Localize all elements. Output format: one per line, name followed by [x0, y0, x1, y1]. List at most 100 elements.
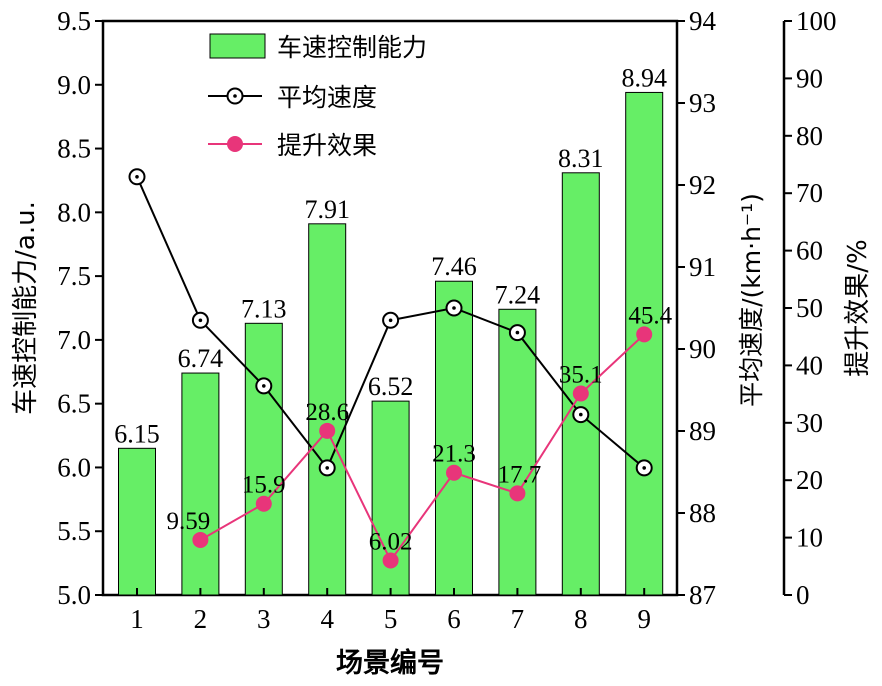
- y-right2-tick-label: 60: [796, 236, 823, 266]
- bar: [118, 447, 156, 596]
- speed-point-dot: [388, 318, 393, 323]
- y-right1-tick-label: 94: [689, 6, 717, 36]
- bar: [498, 308, 537, 596]
- bar-value-label: 7.46: [431, 252, 477, 281]
- effect-point: [446, 464, 462, 481]
- speed-point-dot: [325, 466, 330, 470]
- y-left-tick-label: 8.0: [57, 197, 91, 227]
- speed-point-dot: [642, 466, 646, 470]
- y-left-title: 车速控制能力/a.u.: [11, 201, 41, 415]
- speed-point-dot: [452, 306, 456, 310]
- x-axis-title: 场景编号: [336, 647, 444, 679]
- legend-label-effect: 提升效果: [277, 131, 377, 160]
- effect-value-label: 45.4: [628, 302, 672, 329]
- y-left-tick-label: 5.0: [57, 580, 91, 610]
- legend: 车速控制能力 平均速度 提升效果: [208, 33, 427, 160]
- speed-point-dot: [198, 318, 203, 323]
- bar-value-label: 6.52: [368, 372, 414, 401]
- bar-value-label: 6.74: [178, 344, 224, 373]
- bar: [244, 322, 283, 596]
- effect-value-label: 9.59: [167, 508, 211, 535]
- bar: [561, 172, 600, 596]
- y-left-tick-label: 5.5: [57, 516, 91, 546]
- effect-point: [572, 385, 589, 402]
- x-tick-label: 4: [320, 604, 334, 634]
- x-tick-label: 8: [574, 604, 588, 634]
- effect-point: [382, 552, 399, 569]
- bar: [435, 280, 473, 596]
- bar-value-label: 7.91: [304, 195, 350, 224]
- x-tick-label: 7: [511, 604, 525, 634]
- bar-value-label: 8.31: [558, 144, 604, 173]
- bar-value-label: 6.15: [114, 419, 160, 448]
- x-tick-label: 2: [194, 604, 208, 634]
- effect-value-label: 35.1: [559, 362, 603, 389]
- effect-point: [192, 531, 209, 548]
- bar-value-label: 7.13: [241, 294, 287, 323]
- speed-series: [128, 168, 653, 477]
- y-right2-tick-label: 10: [796, 523, 823, 553]
- y-right2-tick-label: 0: [796, 580, 810, 610]
- bar-value-label: 8.94: [621, 63, 667, 92]
- effect-point: [636, 326, 653, 343]
- legend-label-speed: 平均速度: [277, 83, 377, 112]
- y-left-tick-label: 6.5: [57, 389, 91, 419]
- y-right1-tick-label: 93: [689, 88, 716, 118]
- x-axis: 1 2 3 4 5 6 7 8 9: [130, 588, 651, 634]
- effect-value-label: 6.02: [369, 528, 413, 555]
- y-left-tick-label: 7.0: [57, 325, 91, 355]
- y-right1-tick-label: 92: [689, 170, 716, 200]
- y-axis-right-effect: 0 10 20 30 40 50 60 70 80 90 100: [784, 6, 837, 610]
- y-right2-tick-label: 100: [796, 6, 837, 36]
- y-left-tick-label: 8.5: [57, 134, 91, 164]
- bar: [181, 372, 220, 596]
- effect-point: [509, 485, 526, 502]
- effect-series: [192, 326, 653, 569]
- y-right1-tick-label: 87: [689, 580, 716, 610]
- y-left-tick-label: 6.0: [57, 452, 91, 482]
- x-tick-label: 6: [447, 604, 461, 634]
- y-right1-tick-label: 90: [689, 334, 716, 364]
- speed-point-dot: [135, 175, 139, 179]
- x-tick-label: 5: [384, 604, 398, 634]
- bar-labels: 6.15 6.74 7.13 7.91 6.52 7.46 7.24 8.31 8.94: [114, 63, 667, 448]
- y-right2-tick-label: 30: [796, 408, 823, 438]
- speed-point-dot: [515, 330, 520, 335]
- y-left-tick-label: 9.0: [57, 70, 91, 100]
- bar: [308, 223, 347, 596]
- y-left-tick-label: 9.5: [57, 6, 91, 36]
- x-tick-label: 9: [637, 604, 651, 634]
- y-right2-tick-label: 20: [796, 465, 823, 495]
- effect-line: [199, 333, 645, 563]
- effect-labels: 9.59 15.9 28.6 6.02 21.3 17.7 35.1 45.4: [167, 302, 673, 555]
- speed-point-dot: [262, 384, 266, 388]
- y-right2-tick-label: 40: [796, 350, 823, 380]
- y-right1-tick-label: 89: [689, 416, 716, 446]
- x-tick-label: 3: [257, 604, 271, 634]
- y-right1-title: 平均速度/(km·h⁻¹): [737, 193, 766, 407]
- legend-label-bar: 车速控制能力: [277, 33, 427, 62]
- x-tick-label: 1: [130, 604, 144, 634]
- effect-point: [255, 495, 272, 512]
- bar: [625, 91, 664, 596]
- effect-point: [319, 422, 336, 439]
- y-right2-tick-label: 90: [796, 63, 823, 93]
- y-right2-tick-label: 80: [796, 121, 823, 151]
- effect-value-label: 15.9: [242, 472, 286, 499]
- effect-value-label: 28.6: [305, 399, 349, 426]
- y-right1-tick-label: 88: [689, 498, 716, 528]
- y-right2-tick-label: 70: [796, 178, 823, 208]
- y-axis-right-speed: 87 88 89 90 91 92 93 94: [677, 6, 717, 610]
- bar-value-label: 7.24: [495, 280, 541, 309]
- y-left-tick-label: 7.5: [57, 261, 91, 291]
- y-axis-left: 5.0 5.5 6.0 6.5 7.0 7.5 8.0 8.5 9.0 9.5: [57, 6, 103, 610]
- legend-speed-marker-dot: [233, 94, 237, 98]
- bar-series: [118, 91, 664, 596]
- y-right2-tick-label: 50: [796, 293, 823, 323]
- legend-effect-marker: [227, 136, 243, 152]
- y-right1-tick-label: 91: [689, 252, 716, 282]
- effect-value-label: 17.7: [498, 461, 542, 488]
- speed-point-dot: [579, 412, 583, 417]
- legend-bar-swatch: [209, 33, 266, 59]
